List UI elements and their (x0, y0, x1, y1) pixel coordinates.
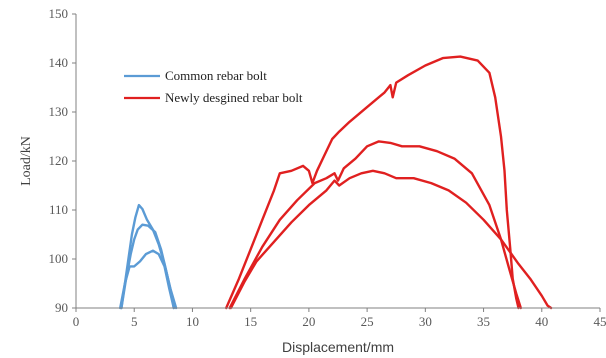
x-tick-label: 35 (477, 314, 490, 329)
x-tick-label: 45 (594, 314, 606, 329)
x-tick-label: 30 (419, 314, 432, 329)
series-line-new (229, 169, 553, 310)
x-tick-label: 15 (244, 314, 257, 329)
legend-label-common: Common rebar bolt (165, 68, 267, 83)
legend: Common rebar bolt Newly desgined rebar b… (124, 68, 303, 105)
x-tick-label: 10 (186, 314, 199, 329)
y-tick-label: 150 (49, 6, 69, 21)
series-line-common (118, 249, 176, 310)
y-tick-label: 90 (55, 300, 68, 315)
x-axis-title: Displacement/mm (282, 339, 394, 355)
y-tick-label: 100 (49, 251, 69, 266)
x-tick-label: 40 (535, 314, 548, 329)
y-tick-label: 140 (49, 55, 69, 70)
y-axis-title: Load/kN (19, 136, 34, 186)
plot-lines (118, 55, 553, 310)
x-ticks: 0 5 10 15 20 25 30 35 40 45 (73, 308, 606, 329)
y-tick-label: 110 (49, 202, 68, 217)
y-tick-label: 130 (49, 104, 69, 119)
legend-label-new: Newly desgined rebar bolt (165, 90, 303, 105)
x-tick-label: 5 (131, 314, 138, 329)
x-tick-label: 25 (361, 314, 374, 329)
y-tick-label: 120 (49, 153, 69, 168)
x-tick-label: 20 (302, 314, 315, 329)
y-ticks: 90 100 110 120 130 140 150 (49, 6, 76, 315)
series-line-new (224, 55, 520, 310)
series-line-new (228, 140, 522, 310)
x-tick-label: 0 (73, 314, 80, 329)
